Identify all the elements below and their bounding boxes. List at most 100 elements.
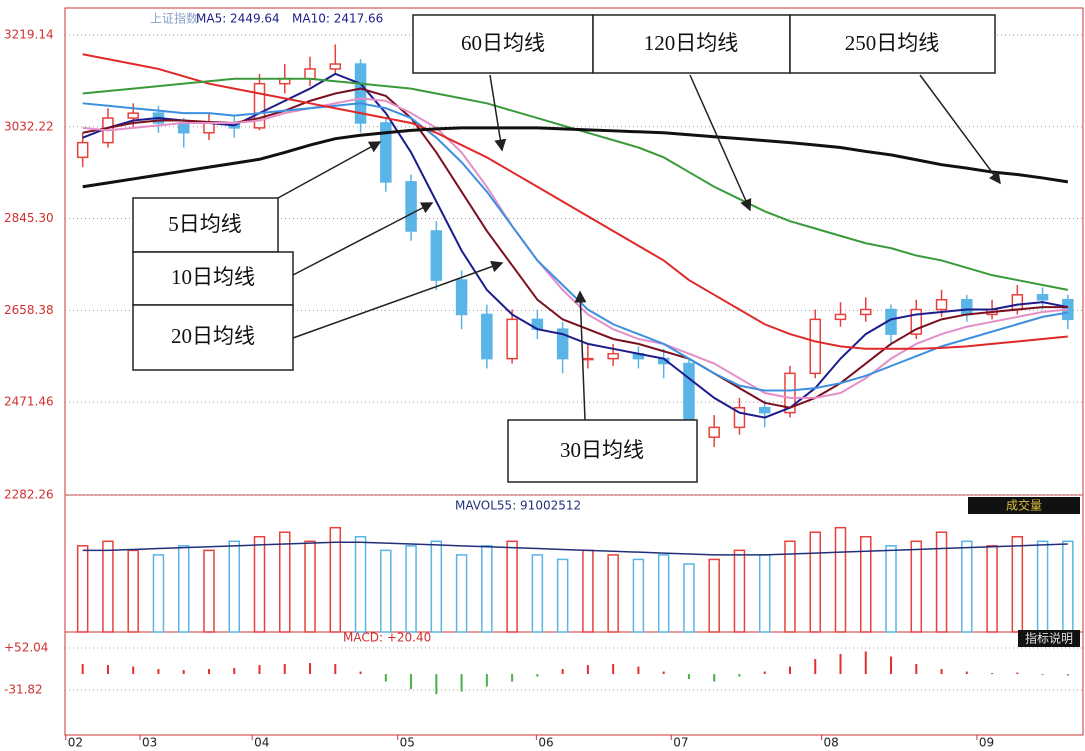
bar [384, 674, 387, 682]
average-line [82, 541, 1068, 556]
annotation: 5日均线 [168, 212, 242, 236]
annotation-box [789, 14, 996, 74]
bar [561, 669, 564, 675]
bar [687, 674, 690, 680]
bar [485, 674, 488, 687]
candle-body [76, 141, 89, 159]
candle-body [607, 352, 619, 360]
candle-body [455, 279, 468, 316]
bar [708, 558, 720, 633]
button-label[interactable]: 指标说明 [1025, 631, 1073, 646]
bar [657, 554, 670, 633]
candle-body [556, 328, 569, 360]
candle-body [582, 357, 594, 361]
bar [283, 664, 286, 675]
bar [203, 549, 215, 633]
candle-body [708, 426, 720, 438]
arrow [292, 202, 434, 276]
bar [102, 540, 114, 633]
annotation-box [132, 251, 294, 306]
bar [309, 663, 312, 675]
bar [683, 563, 695, 633]
bar [506, 540, 518, 633]
candle-body [935, 298, 948, 311]
annotation-box [412, 14, 594, 74]
y-tick-label: 3219.14 [4, 28, 54, 42]
bar [127, 549, 139, 633]
bar [455, 554, 468, 633]
bar [481, 545, 493, 633]
bar [632, 558, 645, 633]
arrow [689, 74, 752, 212]
bar [986, 545, 998, 633]
bar [177, 545, 190, 633]
bar [511, 674, 514, 682]
bar [935, 531, 948, 633]
candle-body [961, 298, 973, 316]
bar [76, 545, 89, 633]
arrow [574, 290, 587, 421]
bar [329, 526, 342, 633]
button[interactable] [1018, 630, 1080, 647]
bar [435, 674, 438, 695]
button-label[interactable]: 成交量 [1006, 498, 1042, 513]
header-label: MA10: 2417.66 [292, 12, 383, 26]
bar [253, 536, 266, 633]
bar [612, 664, 615, 675]
bar [1036, 540, 1049, 633]
bar [460, 674, 463, 692]
annotations: 60日均线 120日均线 250日均线 5日均线 10日均线 20日均线 30日… [132, 14, 1001, 483]
bar [890, 656, 893, 675]
bar [814, 659, 817, 675]
bar [359, 671, 362, 675]
indicator-label: MACD: +20.40 [343, 631, 431, 645]
indicator-label: MAVOL55: 91002512 [455, 499, 581, 513]
bar [860, 536, 872, 633]
bar [961, 540, 973, 633]
y-tick-label: -31.82 [4, 682, 43, 696]
bar [1066, 674, 1069, 676]
annotation-box [592, 14, 791, 74]
candle-body [910, 308, 923, 335]
bar [965, 671, 968, 675]
candle-body [127, 112, 139, 119]
bar [304, 540, 316, 633]
candle-body [506, 318, 518, 360]
candle-body [405, 181, 417, 232]
annotation: 120日均线 [644, 31, 739, 55]
bar [788, 666, 791, 675]
bar [405, 545, 417, 633]
arrow [489, 74, 507, 152]
bar [380, 549, 392, 633]
candle-body [784, 372, 796, 414]
y-tick-label: 2471.46 [4, 395, 54, 409]
y-tick-label: +52.04 [4, 640, 48, 654]
button[interactable] [968, 497, 1080, 514]
bar [586, 665, 589, 675]
bar [1041, 674, 1044, 676]
candle-body [860, 308, 872, 316]
ma-line [82, 53, 1068, 350]
bar [279, 531, 291, 633]
candle-body [430, 230, 443, 281]
bar [834, 526, 847, 633]
x-tick-label: 05 [400, 736, 415, 750]
annotation: 250日均线 [845, 31, 940, 55]
candle-body [354, 63, 367, 124]
bar [885, 545, 897, 633]
annotation-box [132, 304, 294, 371]
annotation-box [507, 419, 698, 483]
bar [106, 665, 109, 675]
bar [637, 666, 640, 675]
x-tick-label: 09 [979, 736, 994, 750]
candle-body [329, 63, 342, 70]
bar [334, 664, 337, 675]
x-tick-label: 07 [673, 736, 688, 750]
candle-body [758, 406, 771, 414]
bar [1062, 540, 1074, 633]
candle-body [733, 406, 746, 429]
bar [809, 531, 821, 633]
candle-body [304, 68, 316, 80]
bar [940, 669, 943, 675]
